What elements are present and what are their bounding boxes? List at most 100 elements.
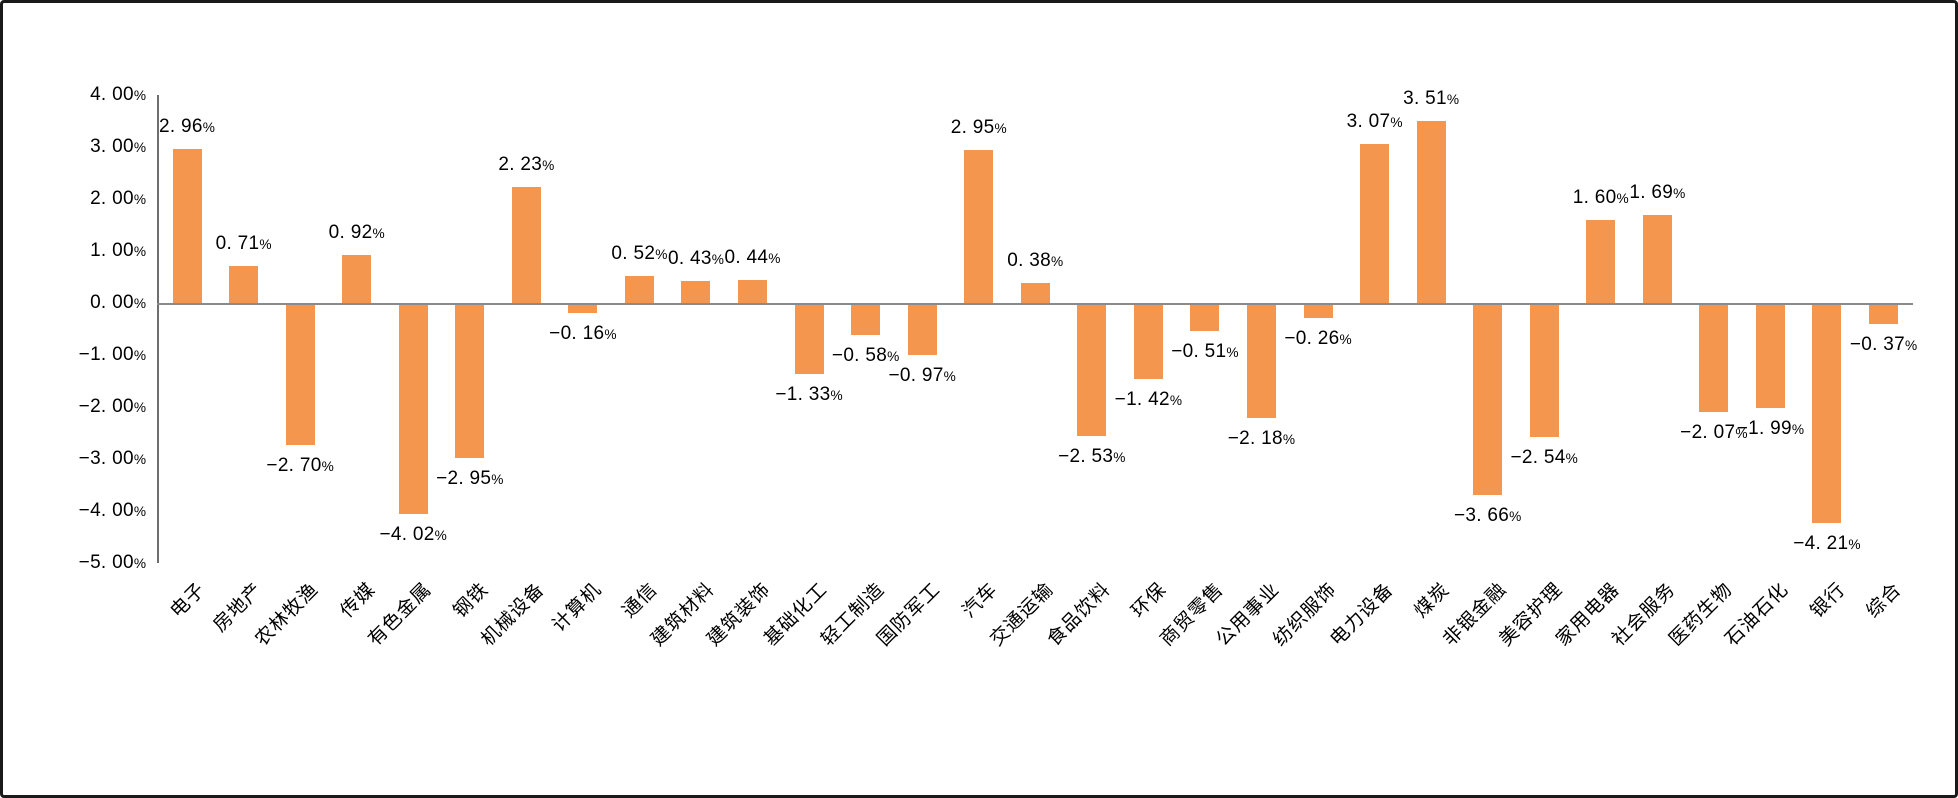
bar <box>568 305 598 314</box>
percent-sign: % <box>1051 254 1064 270</box>
category-label: 计算机 <box>548 579 606 637</box>
bar <box>1812 305 1842 524</box>
percent-sign: % <box>604 327 617 343</box>
y-tick-label: 2. 00% <box>90 188 146 210</box>
category-label: 电子 <box>166 579 210 623</box>
percent-sign: % <box>434 527 447 543</box>
bar <box>1077 305 1107 437</box>
bar-value-label: −1. 33% <box>775 384 843 406</box>
bar <box>1642 215 1672 303</box>
percent-sign: % <box>259 237 272 253</box>
bar <box>1699 305 1729 413</box>
bar <box>624 276 654 303</box>
bar-value-label: 0. 43% <box>667 247 724 269</box>
percent-sign: % <box>1848 537 1861 553</box>
bar-value-label: −4. 21% <box>1793 533 1861 555</box>
bar-value-label: −0. 51% <box>1171 341 1239 363</box>
bar-value-label: −3. 66% <box>1453 504 1522 526</box>
bar <box>285 305 315 446</box>
percent-sign: % <box>321 459 334 475</box>
percent-sign: % <box>1904 338 1918 354</box>
bar-value-label: 2. 96% <box>159 116 215 138</box>
bar-value-label: −2. 18% <box>1227 428 1296 450</box>
category-label: 汽车 <box>958 579 1002 623</box>
percent-sign: % <box>1169 392 1182 408</box>
percent-sign: % <box>133 451 146 467</box>
bar-value-label: 2. 95% <box>950 116 1007 138</box>
percent-sign: % <box>1446 91 1460 107</box>
bar <box>1586 219 1616 303</box>
y-tick-label: −3. 00% <box>78 447 146 469</box>
bar <box>1190 305 1220 332</box>
category-label: 环保 <box>1128 579 1172 623</box>
bar <box>398 305 428 514</box>
bar-value-label: −2. 07% <box>1680 422 1748 444</box>
bar <box>1246 305 1276 419</box>
bar <box>172 149 202 303</box>
percent-sign: % <box>1339 332 1352 348</box>
bar-value-label: −2. 70% <box>266 455 334 477</box>
percent-sign: % <box>655 247 668 262</box>
bar <box>342 255 372 303</box>
bar <box>907 305 937 356</box>
percent-sign: % <box>1791 422 1805 438</box>
percent-sign: % <box>1282 432 1296 448</box>
bar-value-label: −4. 02% <box>379 523 447 545</box>
category-label: 综合 <box>1863 579 1907 623</box>
category-label: 通信 <box>619 579 663 623</box>
bar-value-label: −0. 37% <box>1849 334 1918 356</box>
bar <box>1416 120 1446 303</box>
bar-chart: 4. 00% 3. 00% 2. 00% 1. 00% 0. 00% −1. 00% −2.… <box>3 3 1955 795</box>
percent-sign: % <box>133 503 146 519</box>
bar-value-label: −0. 16% <box>549 323 617 345</box>
percent-sign: % <box>1226 345 1239 361</box>
percent-sign: % <box>133 192 146 208</box>
bar-value-label: 0. 44% <box>724 247 781 269</box>
percent-sign: % <box>372 226 385 242</box>
bar <box>455 305 485 459</box>
bar-value-label: 0. 71% <box>215 233 272 255</box>
bar-value-label: −2. 53% <box>1058 446 1126 468</box>
bar-value-label: 3. 51% <box>1403 87 1460 109</box>
bar <box>1360 143 1390 303</box>
percent-sign: % <box>202 120 215 136</box>
percent-sign: % <box>830 388 843 404</box>
percent-sign: % <box>491 472 504 488</box>
bar <box>964 149 994 303</box>
y-tick-label: 1. 00% <box>90 240 146 262</box>
y-tick-label: 0. 00% <box>90 292 146 313</box>
percent-sign: % <box>1735 426 1748 442</box>
bar-value-label: 0. 92% <box>328 222 385 244</box>
percent-sign: % <box>133 399 146 415</box>
percent-sign: % <box>1113 450 1126 466</box>
percent-sign: % <box>994 120 1007 136</box>
percent-sign: % <box>133 296 146 311</box>
zero-line <box>157 303 1913 305</box>
bar-value-label: −0. 58% <box>831 345 900 367</box>
y-tick-label: −4. 00% <box>78 499 146 521</box>
bar <box>1473 305 1503 495</box>
category-label: 传媒 <box>336 579 380 623</box>
percent-sign: % <box>943 369 956 385</box>
percent-sign: % <box>768 251 781 267</box>
category-label: 银行 <box>1806 579 1850 623</box>
bar-value-label: −0. 97% <box>888 365 956 387</box>
category-label: 钢铁 <box>449 579 493 623</box>
bar <box>738 280 767 303</box>
percent-sign: % <box>542 158 555 174</box>
bar-value-label: −1. 42% <box>1114 388 1182 410</box>
bar-value-label: 0. 38% <box>1007 250 1064 272</box>
category-label: 煤炭 <box>1410 579 1454 623</box>
percent-sign: % <box>711 251 724 267</box>
bar <box>229 266 259 303</box>
bar <box>681 280 711 303</box>
bar-value-label: 0. 52% <box>611 243 668 264</box>
percent-sign: % <box>1509 508 1522 524</box>
y-tick-label: −5. 00% <box>78 551 146 573</box>
bar-value-label: 2. 23% <box>498 154 555 176</box>
bar-value-label: 3. 07% <box>1346 110 1403 132</box>
percent-sign: % <box>1565 450 1578 466</box>
y-tick-label: −2. 00% <box>78 395 146 417</box>
bar-value-label: −2. 95% <box>436 468 504 490</box>
